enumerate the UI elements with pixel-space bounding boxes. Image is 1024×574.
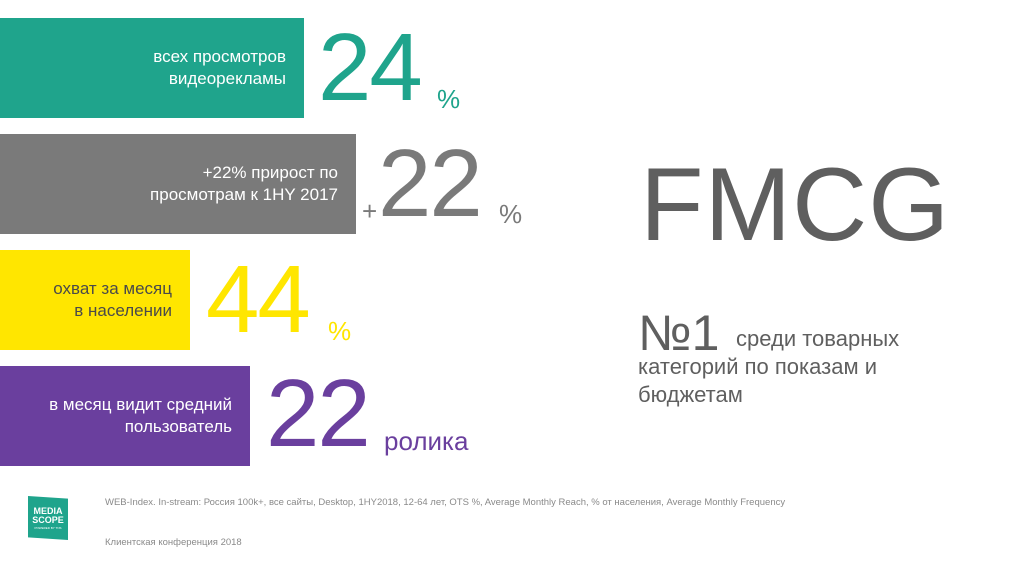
logo-text: MEDIA <box>33 505 63 516</box>
stat-bar-frequency: в месяц видит средний пользователь <box>0 366 250 466</box>
event-footnote: Клиентская конференция 2018 <box>105 537 242 548</box>
stat-label: в месяц видит средний пользователь <box>49 394 232 438</box>
stat-label: всех просмотров видеорекламы <box>153 46 286 90</box>
stat-label-line: охват за месяц <box>53 279 172 298</box>
source-footnote: WEB-Index. In-stream: Россия 100k+, все … <box>105 497 786 508</box>
rank-text-line: категорий по показам и <box>638 354 877 379</box>
stat-value-frequency: 22 <box>266 360 371 467</box>
rank-number: №1 <box>638 305 720 361</box>
stat-bar-growth: +22% прирост по просмотрам к 1HY 2017 <box>0 134 356 234</box>
rank-text-line: бюджетам <box>638 382 743 407</box>
stat-label: охват за месяц в населении <box>53 278 172 322</box>
stat-label-line: видеорекламы <box>168 69 286 88</box>
stat-label-line: +22% прирост по <box>202 163 338 182</box>
stat-bar-reach: охват за месяц в населении <box>0 250 190 350</box>
stat-value-views: 24 <box>318 14 423 121</box>
stat-suffix: % <box>437 84 461 114</box>
stat-label-line: пользователь <box>124 417 232 436</box>
logo-text: SCOPE <box>32 514 64 525</box>
stat-label-line: всех просмотров <box>153 47 286 66</box>
rank-text-line: среди товарных <box>736 326 900 351</box>
stat-label: +22% прирост по просмотрам к 1HY 2017 <box>150 162 338 206</box>
rank-description: среди товарных категорий по показам и бю… <box>638 325 958 409</box>
stat-value-growth: 22 <box>378 130 483 237</box>
stat-label-line: в месяц видит средний <box>49 395 232 414</box>
stat-label-line: просмотрам к 1HY 2017 <box>150 185 338 204</box>
stat-value-reach: 44 <box>206 246 311 353</box>
category-title: FMCG <box>640 147 951 263</box>
mediascope-logo: MEDIA SCOPE POWERED BY TNS <box>28 496 68 540</box>
logo-tagline: POWERED BY TNS <box>34 525 62 530</box>
stat-prefix: + <box>362 196 378 226</box>
stat-suffix: ролика <box>384 426 469 456</box>
stat-bar-views: всех просмотров видеорекламы <box>0 18 304 118</box>
stat-label-line: в населении <box>74 301 172 320</box>
stat-suffix: % <box>328 316 352 346</box>
stat-suffix: % <box>499 199 523 229</box>
